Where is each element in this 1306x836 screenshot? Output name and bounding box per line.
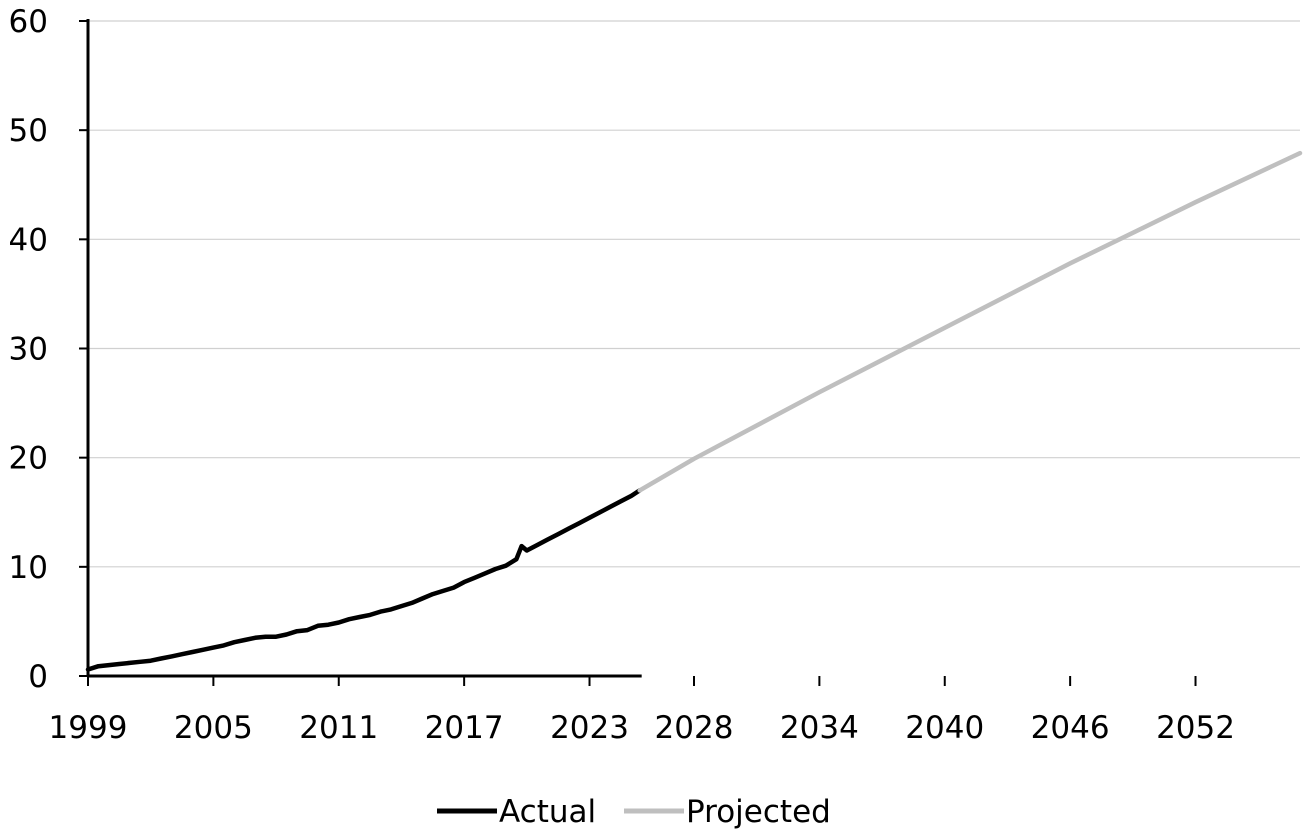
y-tick-label: 20 [9, 441, 48, 477]
x-tick-label: 2028 [655, 710, 734, 746]
x-axis-ticks: 1999 2005 2011 2017 2023 2028 2034 2040 2046 2052 [49, 676, 1235, 746]
x-tick-label: 2017 [425, 710, 504, 746]
x-tick-label: 1999 [49, 710, 128, 746]
legend-label-projected: Projected [686, 794, 831, 830]
legend-label-actual: Actual [499, 794, 596, 830]
series-line-projected [637, 150, 1303, 493]
gridlines [88, 20, 1300, 568]
x-tick-label: 2005 [174, 710, 253, 746]
y-tick-label: 0 [28, 659, 48, 695]
x-tick-label: 2046 [1031, 710, 1110, 746]
x-tick-label: 2034 [780, 710, 859, 746]
series-lines [85, 150, 1303, 672]
series-line-actual [85, 488, 642, 672]
x-tick-label: 2052 [1156, 710, 1235, 746]
x-tick-label: 2040 [905, 710, 984, 746]
y-tick-label: 60 [9, 4, 48, 40]
y-tick-label: 30 [9, 332, 48, 368]
y-tick-label: 40 [9, 222, 48, 258]
x-tick-label: 2011 [299, 710, 378, 746]
y-tick-label: 50 [9, 113, 48, 149]
legend: Actual Projected [437, 794, 831, 830]
y-tick-label: 10 [9, 550, 48, 586]
x-tick-label: 2023 [550, 710, 629, 746]
y-axis-ticks: 0 10 20 30 40 50 60 [9, 4, 88, 695]
